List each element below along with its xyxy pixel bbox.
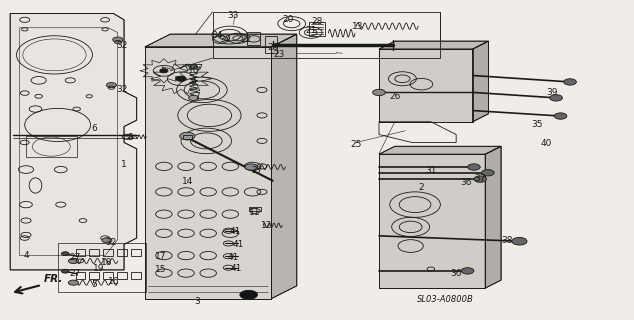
Bar xyxy=(379,154,485,288)
Circle shape xyxy=(113,37,123,42)
Text: 35: 35 xyxy=(531,120,543,130)
Text: 5: 5 xyxy=(91,280,97,289)
Circle shape xyxy=(61,269,69,273)
Text: 25: 25 xyxy=(351,140,362,149)
Text: 31: 31 xyxy=(425,166,437,175)
Text: 36: 36 xyxy=(450,268,462,278)
Text: 21: 21 xyxy=(305,27,316,36)
Text: 41: 41 xyxy=(229,227,240,236)
Text: 33: 33 xyxy=(228,12,239,20)
Text: 3: 3 xyxy=(194,297,200,306)
Bar xyxy=(309,22,325,36)
Polygon shape xyxy=(379,41,488,49)
Circle shape xyxy=(160,69,168,73)
Circle shape xyxy=(245,164,257,170)
Text: 38: 38 xyxy=(501,236,512,245)
Text: 34: 34 xyxy=(211,31,223,40)
Circle shape xyxy=(188,95,198,100)
Bar xyxy=(145,47,271,299)
Circle shape xyxy=(68,259,79,264)
Circle shape xyxy=(68,280,79,285)
Circle shape xyxy=(373,89,385,96)
Circle shape xyxy=(481,170,494,176)
Text: 17: 17 xyxy=(155,252,167,261)
Circle shape xyxy=(467,164,480,170)
Bar xyxy=(379,49,472,122)
Text: 22: 22 xyxy=(240,35,252,44)
Text: 9: 9 xyxy=(191,78,197,87)
Text: 40: 40 xyxy=(540,139,552,148)
Text: 19: 19 xyxy=(93,264,105,274)
Circle shape xyxy=(564,79,576,85)
Polygon shape xyxy=(145,34,297,47)
Text: 27: 27 xyxy=(70,253,81,262)
Text: 11: 11 xyxy=(249,208,261,217)
Text: 12: 12 xyxy=(261,221,272,230)
Text: 36: 36 xyxy=(460,178,472,187)
Circle shape xyxy=(550,95,562,101)
Text: FR.: FR. xyxy=(44,274,63,284)
Text: 28: 28 xyxy=(311,17,323,26)
Text: 8: 8 xyxy=(127,133,133,142)
Bar xyxy=(145,47,271,299)
Text: 37: 37 xyxy=(474,174,486,183)
Bar xyxy=(247,32,260,45)
Text: 18: 18 xyxy=(101,258,113,267)
Text: 32: 32 xyxy=(117,85,128,94)
Circle shape xyxy=(179,132,195,140)
Text: 27: 27 xyxy=(251,166,262,175)
Text: 41: 41 xyxy=(230,264,242,273)
Text: 4: 4 xyxy=(23,251,29,260)
Text: 32: 32 xyxy=(106,238,117,247)
Bar xyxy=(26,136,77,157)
Text: 23: 23 xyxy=(273,50,285,59)
Polygon shape xyxy=(485,146,501,288)
Text: 39: 39 xyxy=(547,88,558,97)
Polygon shape xyxy=(10,13,137,270)
Text: 16: 16 xyxy=(108,276,119,285)
Text: 13: 13 xyxy=(353,22,364,31)
Text: 41: 41 xyxy=(228,253,239,262)
Circle shape xyxy=(190,65,197,68)
Circle shape xyxy=(240,290,257,299)
Bar xyxy=(265,36,276,53)
Text: 2: 2 xyxy=(418,183,424,192)
Polygon shape xyxy=(271,34,297,299)
Circle shape xyxy=(512,237,527,245)
Circle shape xyxy=(107,83,117,88)
Text: 41: 41 xyxy=(232,240,243,249)
Text: 26: 26 xyxy=(389,92,401,101)
Circle shape xyxy=(61,252,69,256)
Bar xyxy=(379,154,485,288)
Polygon shape xyxy=(379,146,501,154)
Text: 7: 7 xyxy=(194,92,200,101)
Circle shape xyxy=(474,176,486,182)
Bar xyxy=(212,12,441,58)
Text: 27: 27 xyxy=(70,268,81,278)
Text: SL03-A0800B: SL03-A0800B xyxy=(417,295,474,304)
Circle shape xyxy=(176,76,186,81)
Text: 32: 32 xyxy=(117,41,128,50)
Polygon shape xyxy=(472,41,488,122)
Text: 10: 10 xyxy=(188,66,199,75)
Text: 29: 29 xyxy=(267,43,278,52)
Text: 30: 30 xyxy=(219,35,231,44)
Circle shape xyxy=(102,238,112,243)
Bar xyxy=(379,49,472,122)
Text: 24: 24 xyxy=(243,292,254,301)
Text: 15: 15 xyxy=(155,265,167,275)
Text: 14: 14 xyxy=(181,177,193,186)
Text: 6: 6 xyxy=(91,124,97,133)
Circle shape xyxy=(554,113,567,119)
Text: 20: 20 xyxy=(283,15,294,24)
Text: 1: 1 xyxy=(121,160,127,169)
Circle shape xyxy=(462,268,474,274)
